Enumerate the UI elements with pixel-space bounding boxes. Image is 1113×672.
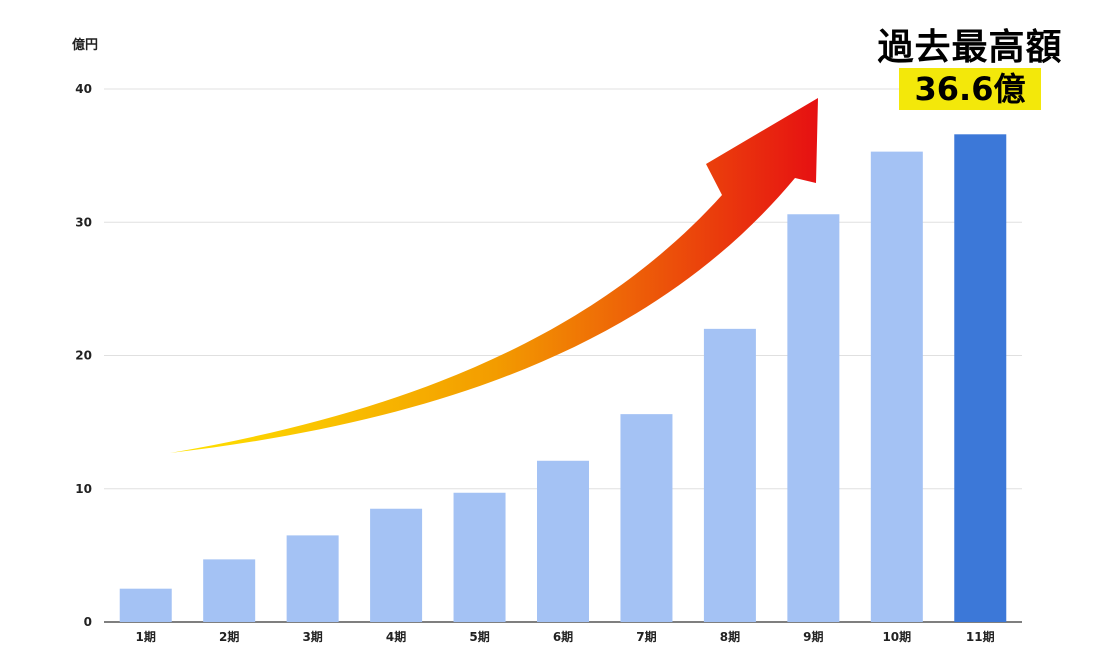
x-tick-label: 10期 (882, 629, 911, 644)
x-tick-label: 1期 (136, 629, 156, 644)
x-tick-label: 4期 (386, 629, 406, 644)
x-tick-label: 6期 (553, 629, 573, 644)
growth-arrow (170, 98, 818, 453)
y-tick-label: 20 (75, 349, 92, 363)
record-high-headline: 過去最高額 (877, 27, 1063, 68)
bar-7 (620, 414, 673, 622)
bar-6 (537, 460, 589, 622)
x-tick-label: 3期 (302, 629, 322, 644)
bar-3 (286, 535, 339, 622)
y-tick-label: 40 (75, 82, 92, 96)
record-value-badge: 36.6億 (899, 68, 1041, 110)
bar-4 (370, 508, 423, 622)
x-tick-label: 11期 (966, 629, 995, 644)
x-tick-label: 8期 (720, 629, 740, 644)
y-axis-unit: 億円 (72, 38, 99, 53)
x-tick-label: 9期 (803, 629, 823, 644)
y-tick-label: 0 (84, 615, 92, 629)
y-tick-label: 30 (75, 215, 92, 229)
x-tick-label: 2期 (219, 629, 239, 644)
bar-11 (954, 134, 1007, 622)
bar-1 (119, 588, 172, 622)
bar-5 (453, 492, 506, 622)
bar-8 (703, 328, 756, 622)
bar-10 (870, 151, 923, 622)
bar-2 (203, 559, 256, 622)
x-tick-label: 5期 (469, 629, 489, 644)
x-tick-label: 7期 (636, 629, 656, 644)
y-tick-label: 10 (75, 482, 92, 496)
bar-9 (787, 214, 840, 622)
